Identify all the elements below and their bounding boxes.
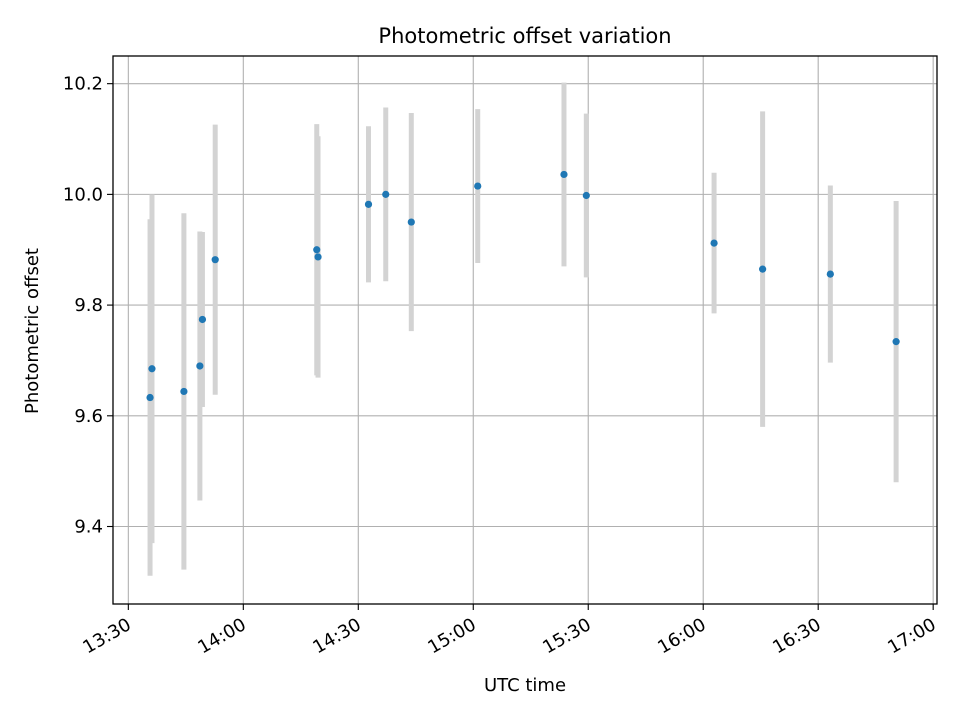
data-point [211,256,219,264]
data-point [198,315,207,324]
y-tick-label: 9.6 [74,406,103,427]
data-point [407,218,415,226]
y-tick-label: 10.2 [63,74,103,95]
data-point [313,246,321,254]
data-point [364,200,373,208]
data-point [560,170,568,179]
data-point [314,253,322,261]
data-point [582,191,590,200]
chart-title: Photometric offset variation [378,24,671,48]
data-point [148,365,156,373]
data-point [759,265,767,273]
data-point [146,393,154,402]
data-point [826,270,834,278]
y-axis-label: Photometric offset [22,248,43,414]
y-tick-label: 10.0 [63,184,103,205]
data-point [710,239,718,247]
data-point [196,362,204,370]
x-axis-label: UTC time [484,675,566,696]
data-point [180,387,188,396]
data-point [382,190,390,198]
y-tick-label: 9.8 [74,295,103,316]
data-point [892,338,900,346]
data-point [474,182,482,190]
grid [113,56,937,604]
data-points [146,170,900,402]
plot-frame [112,55,938,605]
y-axis-ticks: 9.4 9.6 9.8 10.0 10.2 [63,74,113,538]
y-tick-label: 9.4 [74,517,103,538]
